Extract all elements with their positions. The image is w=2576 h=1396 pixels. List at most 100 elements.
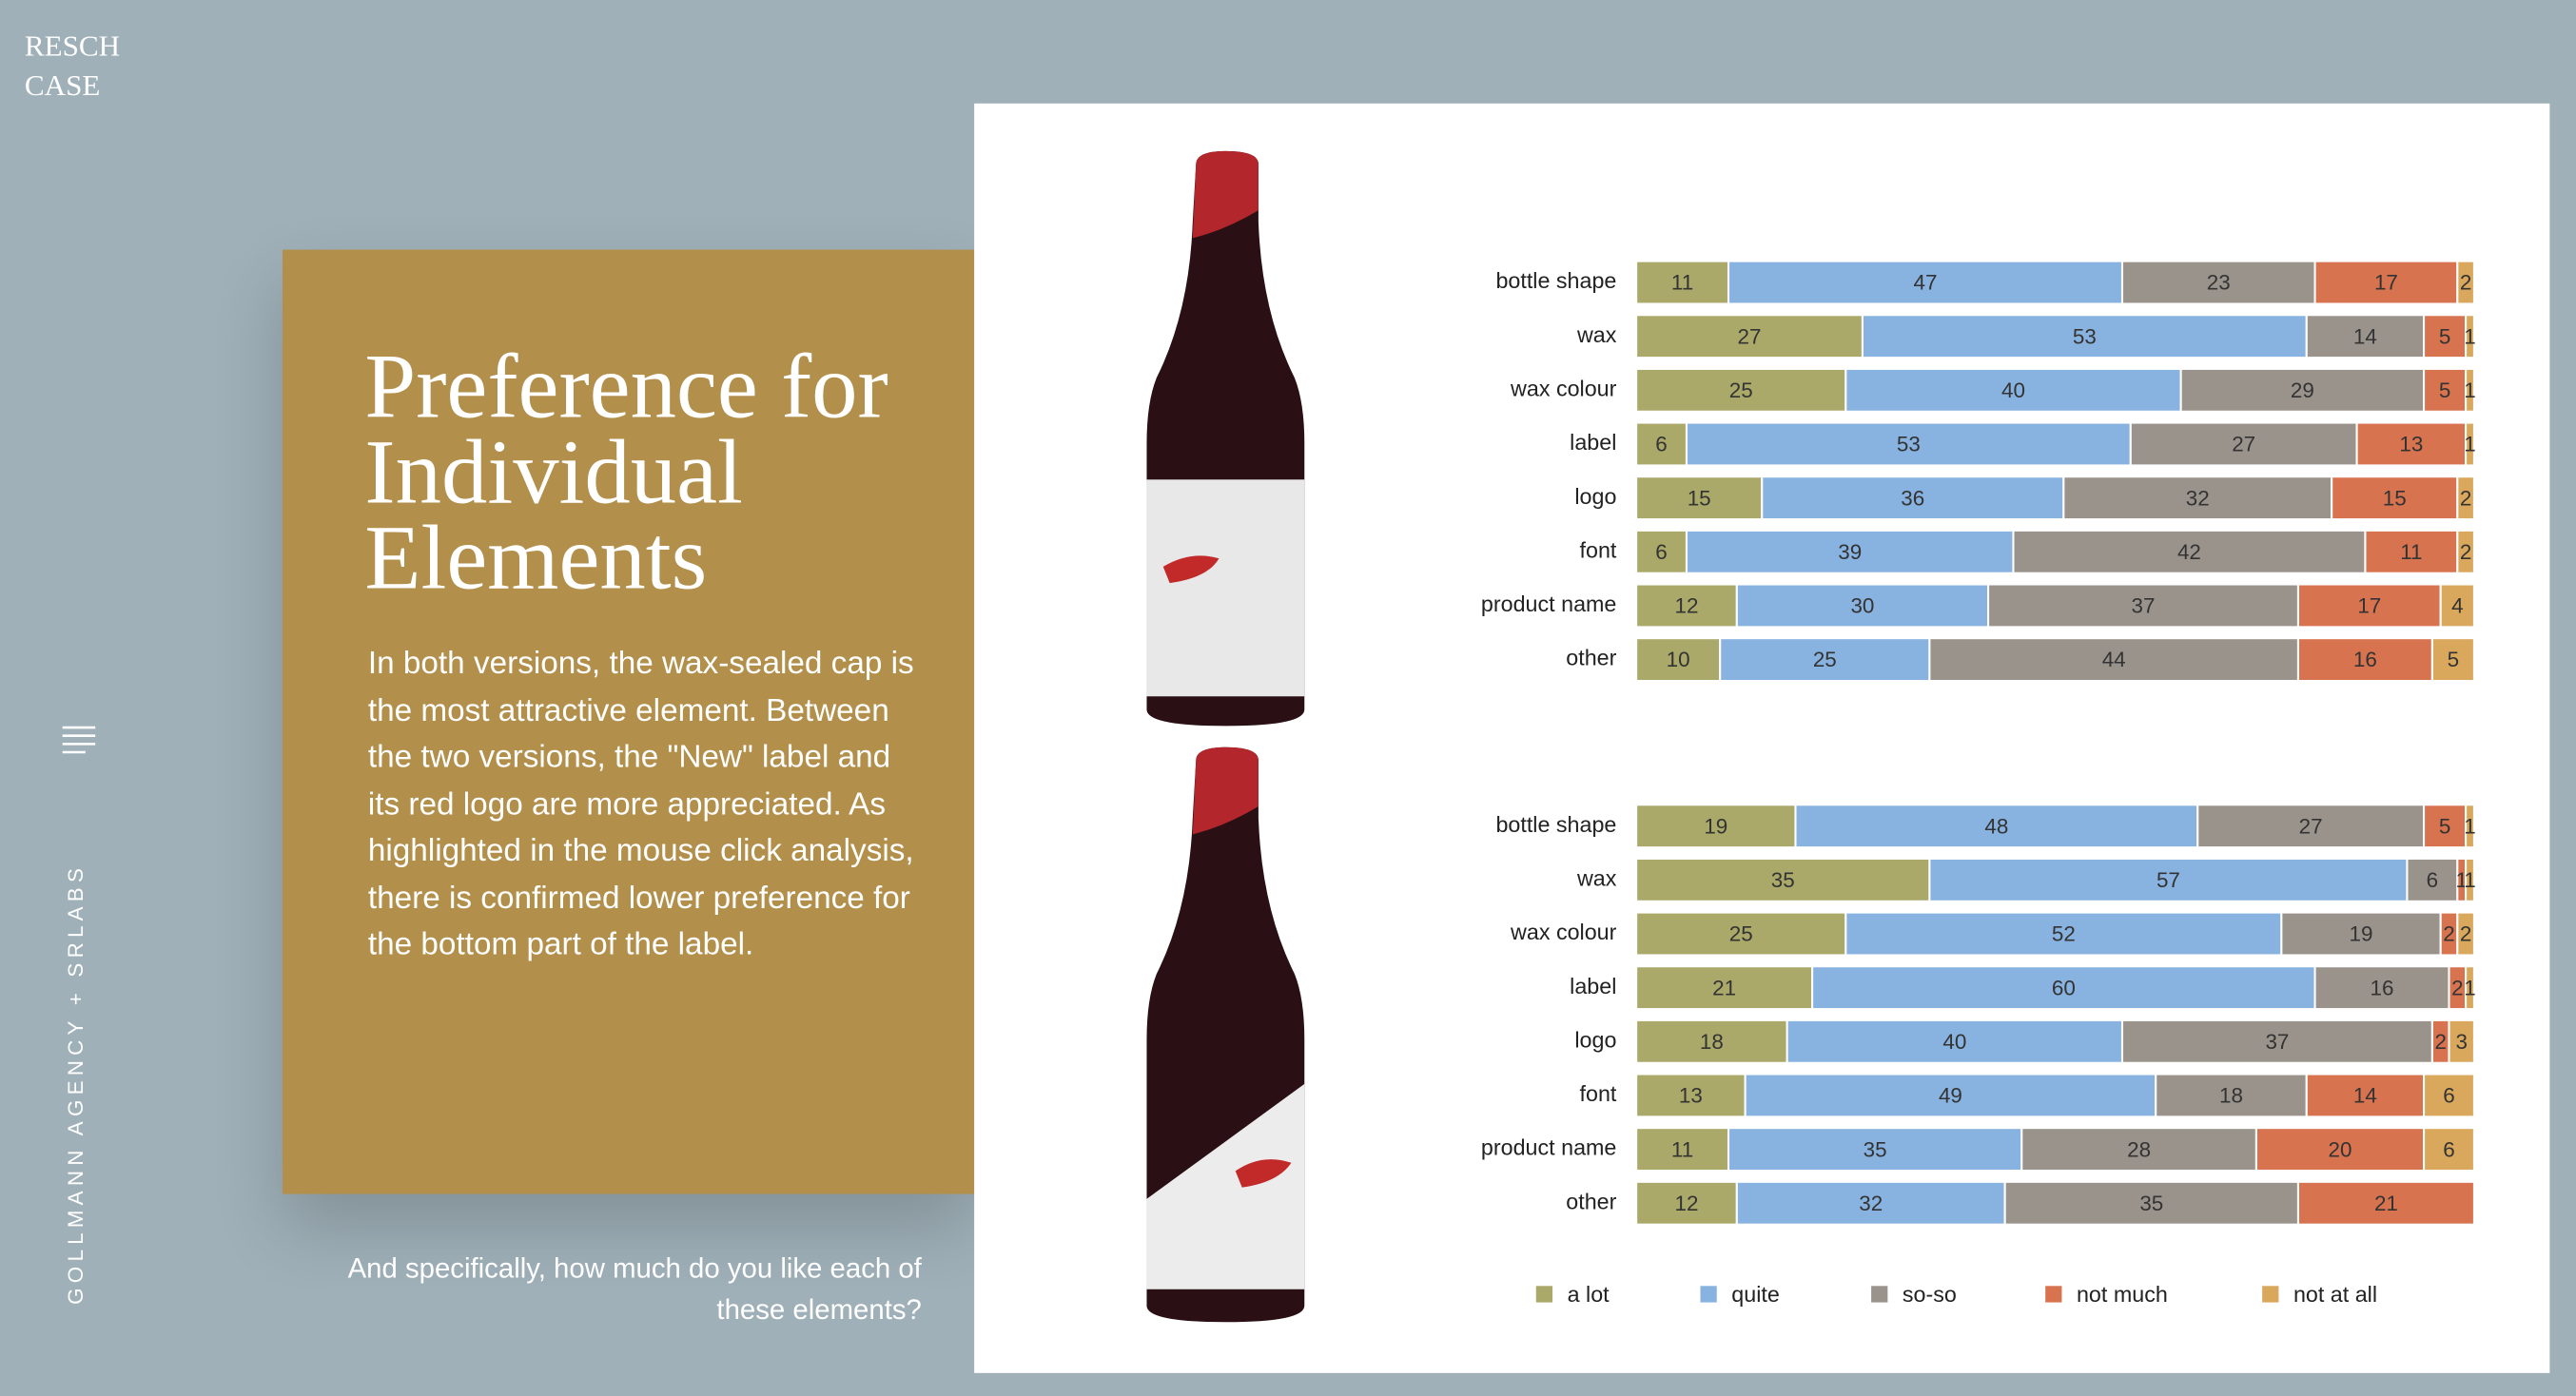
bar-segment (2430, 637, 2475, 683)
category-label: bottle shape (1495, 812, 1616, 837)
value-label: 2 (2451, 976, 2463, 999)
value-label: 6 (2443, 1084, 2454, 1108)
bar-segment (1635, 857, 1931, 902)
value-label: 25 (1813, 648, 1837, 671)
bar-segment (1744, 1073, 2157, 1118)
value-label: 13 (1679, 1084, 1703, 1108)
bar-segment (2439, 583, 2475, 629)
value-label: 40 (2001, 378, 2025, 402)
bar-segment (2423, 1127, 2475, 1173)
legend-label: a lot (1568, 1282, 1610, 1307)
bar-segment (2305, 1073, 2426, 1118)
value-label: 2 (2460, 922, 2471, 946)
category-label: label (1570, 430, 1616, 455)
text-card (283, 249, 975, 1194)
bar-segment (2120, 1018, 2433, 1064)
legend-label: so-so (1903, 1282, 1957, 1307)
value-label: 1 (2464, 814, 2475, 838)
legend-swatch (2045, 1286, 2062, 1303)
category-label: wax (1576, 322, 1617, 347)
slide-body: In both versions, the wax-sealed cap is … (367, 647, 914, 963)
value-label: 2 (2460, 540, 2471, 564)
value-label: 20 (2329, 1137, 2352, 1161)
bar-segment (2456, 475, 2475, 521)
bar-segment (2305, 314, 2426, 359)
bar-segment (1861, 314, 2308, 359)
value-label: 1 (2464, 324, 2475, 348)
bottle-old (1146, 150, 1305, 727)
value-label: 21 (1712, 976, 1736, 999)
value-label: 14 (2353, 324, 2377, 348)
value-label: 21 (2374, 1192, 2398, 1215)
value-label: 27 (1738, 324, 1762, 348)
value-label: 39 (1838, 540, 1862, 564)
legend-swatch (2262, 1286, 2279, 1303)
value-label: 1 (2464, 378, 2475, 402)
category-label: font (1580, 1081, 1617, 1106)
bar-segment (2423, 804, 2468, 849)
bar-segment (2179, 367, 2426, 413)
bar-segment (1685, 421, 2132, 467)
value-label: 6 (2427, 868, 2438, 892)
value-label: 5 (2439, 324, 2450, 348)
bar-segment (2456, 529, 2475, 574)
value-label: 1 (2464, 868, 2475, 892)
bar-segment (1761, 475, 2065, 521)
value-label: 49 (1939, 1084, 1962, 1108)
bar-segment (1811, 965, 2316, 1011)
bar-segment (1786, 1018, 2124, 1064)
value-label: 1 (2464, 433, 2475, 456)
menu-icon[interactable] (62, 723, 99, 756)
value-label: 12 (1674, 1192, 1698, 1215)
value-label: 47 (1914, 271, 1938, 295)
bar-segment (1928, 637, 2299, 683)
bar-segment (1635, 475, 1764, 521)
bar-segment (2280, 911, 2442, 957)
bar-segment (2003, 1180, 2299, 1226)
value-label: 27 (2299, 814, 2323, 838)
value-label: 37 (2132, 594, 2156, 618)
value-label: 60 (2052, 976, 2076, 999)
bar-segment (1635, 314, 1864, 359)
value-label: 42 (2177, 540, 2201, 564)
bar-segment (1635, 421, 1688, 467)
value-label: 15 (2383, 486, 2407, 510)
bar-segment (1635, 1018, 1788, 1064)
value-label: 32 (2186, 486, 2210, 510)
bar-segment (2465, 421, 2475, 467)
category-label: wax colour (1510, 377, 1617, 401)
category-label: wax (1576, 866, 1617, 891)
value-label: 40 (1942, 1030, 1966, 1054)
value-label: 1 (2464, 976, 2475, 999)
brand[interactable]: RESCH CASE (25, 27, 120, 106)
value-label: 52 (2052, 922, 2076, 946)
bar-segment (2465, 314, 2475, 359)
value-label: 6 (2443, 1137, 2454, 1161)
bar-segment (2423, 1073, 2475, 1118)
value-label: 16 (2353, 648, 2377, 671)
value-label: 5 (2439, 814, 2450, 838)
value-label: 6 (1655, 540, 1667, 564)
value-label: 44 (2102, 648, 2126, 671)
value-label: 35 (1864, 1137, 1887, 1161)
legend-label: quite (1731, 1282, 1780, 1307)
value-label: 35 (2139, 1192, 2163, 1215)
category-label: other (1566, 1189, 1616, 1213)
bar-segment (1635, 260, 1730, 305)
bar-segment (2423, 367, 2468, 413)
legend-swatch (1871, 1286, 1888, 1303)
value-label: 17 (2374, 271, 2398, 295)
bar-segment (2448, 1018, 2475, 1064)
bar-segment (2062, 475, 2333, 521)
bar-segment (2196, 804, 2426, 849)
legend-label: not much (2077, 1282, 2168, 1307)
bar-segment (2331, 475, 2459, 521)
value-label: 37 (2265, 1030, 2289, 1054)
bar-segment (1685, 529, 2015, 574)
legend-label: not at all (2293, 1282, 2377, 1307)
value-label: 57 (2156, 868, 2180, 892)
value-label: 23 (2207, 271, 2231, 295)
value-label: 53 (1897, 433, 1921, 456)
bar-segment (2296, 637, 2433, 683)
